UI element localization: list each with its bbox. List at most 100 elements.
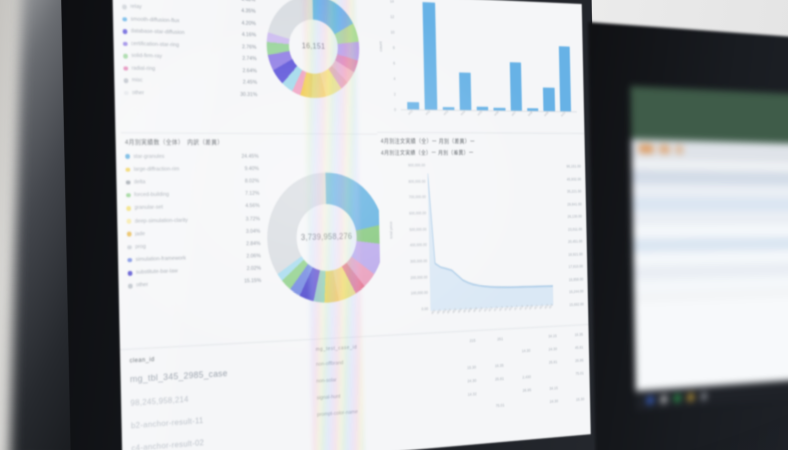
bar-chart [398, 1, 577, 113]
sheet-row [632, 211, 788, 225]
axis-tick: 100,000.00 [410, 290, 428, 296]
bottom-left-table: clean_id mg_tbl_345_2985_case 98,245,958,… [129, 347, 317, 450]
number-row: 14.30 24.30 45.81 [449, 345, 583, 358]
taskbar-icon [687, 393, 694, 401]
legend-percent: 9.40% [244, 166, 259, 172]
legend-percent: 15.15% [244, 278, 262, 285]
ribbon-highlight [675, 145, 684, 155]
bar [422, 2, 437, 110]
legend-percent: 3.72% [245, 216, 260, 222]
area-chart-title: 4月別注文実績（全）ー 月別（差異）ー [380, 150, 474, 157]
axis-tick: 700,000.00 [408, 194, 426, 200]
axis-tick: 8 [392, 45, 395, 51]
number-cell: 24.30 [467, 378, 477, 384]
spreadsheet-titlebar [630, 86, 788, 144]
side-value: 26,130.00 [567, 214, 582, 219]
number-cell [506, 401, 531, 407]
table-row: 98,245,958,214 [130, 393, 189, 408]
legend-label: certification-star-ring [130, 40, 180, 49]
number-cell: 34.15 [548, 333, 557, 339]
area-y-axis-label: total price [388, 221, 394, 240]
section-header-left: 4月別実績数（全体） 内訳（差異） [121, 132, 378, 149]
axis-tick: 14 [389, 0, 394, 4]
axis-tick: 6 [393, 60, 396, 66]
number-cell: 16.35 [574, 332, 583, 337]
legend-color-dot [127, 283, 133, 289]
axis-tick: 400,000.00 [409, 242, 427, 248]
axis-tick: 500,000.00 [409, 226, 427, 232]
area-y-ticks: 900,000.00 800,000.00 700,000.00 600,000.00… [399, 161, 431, 334]
legend-label: deep-simulation-clarity [134, 217, 188, 225]
spreadsheet-screen [630, 86, 788, 411]
legend-percent: 30.31% [240, 91, 258, 98]
legend-percent: 4.35% [241, 8, 256, 15]
legend-color-dot [123, 90, 129, 96]
right-monitor [587, 22, 788, 450]
table-row: b2-anchor-result-11 [130, 415, 204, 431]
legend-label: smooth-diffusion-flux [130, 16, 180, 24]
legend-percent: 2.84% [246, 241, 261, 248]
legend-percent: 2.02% [246, 266, 262, 273]
side-value: 35,221.00 [566, 189, 582, 194]
legend-color-dot [125, 167, 130, 172]
dashboard-screen: gamma-radiation-dark 4.74% gamma-star-ba… [112, 0, 591, 450]
side-values-column: 96,151.00 45,932.00 35,221.00 29,841.00 26,1… [550, 161, 587, 326]
area-chart-panel: 4月別注文実績（全）ー 月別（差異）ー total price 900,000.… [378, 147, 589, 336]
table-row: prompt-color-name [317, 409, 358, 419]
legend-color-dot [127, 270, 132, 276]
legend-label: prog [135, 243, 146, 251]
legend-percent: 2.45% [242, 79, 258, 86]
number-row: 24.30 25.81 2,430 75.01 [450, 371, 583, 385]
table-row: non-solar [316, 377, 337, 385]
table-header: clean_id [129, 356, 155, 365]
bar [509, 62, 523, 111]
legend-percent: 7.12% [245, 191, 260, 197]
number-cell: 14.30 [521, 348, 531, 354]
legend-color-dot [127, 257, 132, 263]
legend-label: misc [131, 77, 143, 84]
number-cell: 25.81 [548, 359, 558, 365]
legend-percent: 4.56% [245, 203, 260, 210]
taskbar-icon [646, 396, 654, 404]
axis-tick: 4 [393, 76, 396, 81]
legend-percent: 2.76% [241, 44, 257, 51]
area-plot: d01 d02 d03 d04 d05 d06 d07 d08 d09 d10 d11 d12 d13 d… [427, 161, 554, 333]
number-cell: 24.30 [549, 398, 559, 404]
bar-y-ticks: 14 12 10 8 6 4 2 0 [384, 0, 396, 112]
legend-color-dot [122, 29, 127, 34]
legend-percent: 4.48% [241, 0, 261, 3]
number-cell [559, 384, 584, 390]
mid-legend-list: star-granules 24.45% large-diffraction-r… [121, 148, 267, 349]
side-value: 96,151.00 [566, 164, 581, 169]
number-cell [449, 352, 475, 358]
number-row: 75.01 24.30 15.30 [451, 397, 585, 412]
table-row: mg_tbl_345_2985_case [129, 368, 228, 386]
legend-color-dot [126, 193, 131, 198]
side-value: 45,932.00 [566, 176, 582, 181]
number-cell: 24.30 [548, 346, 558, 352]
top-donut-panel: gamma-radiation-dark 4.74% gamma-star-ba… [118, 0, 377, 134]
legend-color-dot [125, 180, 131, 185]
mid-donut-wrap: 3,739,958,276 [264, 148, 382, 341]
side-value: 18,921.00 [568, 251, 583, 257]
bar [458, 72, 472, 111]
taskbar-icon [660, 395, 668, 403]
top-legend-list: gamma-radiation-dark 4.74% gamma-star-ba… [118, 0, 263, 133]
legend-label: delta [133, 179, 146, 186]
number-cell: 45.81 [574, 345, 584, 350]
number-row: 14.32 26.95 34.15 [450, 384, 584, 398]
axis-tick: 2 [393, 91, 396, 97]
side-value: 20,451.00 [567, 239, 583, 244]
number-cell: 26.95 [522, 387, 532, 393]
legend-label: large-diffraction-rim [133, 166, 180, 173]
legend-percent: 8.02% [244, 178, 260, 185]
dashboard-top-area: gamma-radiation-dark 4.74% gamma-star-ba… [112, 0, 588, 349]
number-cell: 2,430 [522, 374, 531, 380]
sheet-row [632, 197, 788, 212]
number-cell: 26.95 [575, 357, 584, 363]
side-value: 23,011.00 [567, 226, 583, 232]
legend-color-dot [123, 53, 128, 59]
number-cell: 16.35 [494, 363, 504, 369]
main-monitor: gamma-radiation-dark 4.74% gamma-star-ba… [59, 0, 602, 450]
axis-tick: 600,000.00 [409, 210, 427, 216]
